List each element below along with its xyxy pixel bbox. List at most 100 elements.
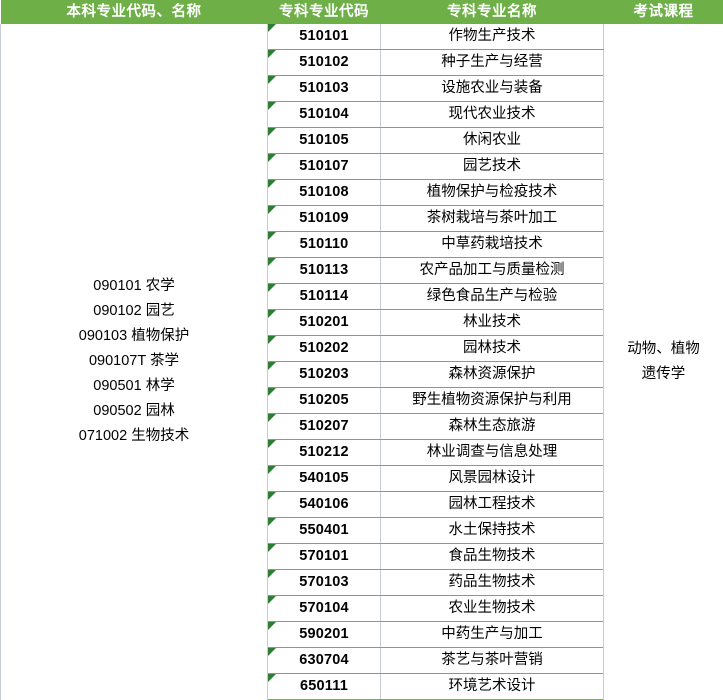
vocational-code-text: 510114 bbox=[300, 288, 349, 304]
vocational-name-cell: 休闲农业 bbox=[381, 128, 604, 154]
vocational-code-text: 510113 bbox=[300, 262, 349, 278]
vocational-name-cell: 茶树栽培与茶叶加工 bbox=[381, 206, 604, 232]
table-header-row: 本科专业代码、名称 专科专业代码 专科专业名称 考试课程 bbox=[1, 0, 723, 24]
vocational-name-cell: 风景园林设计 bbox=[381, 466, 604, 492]
undergraduate-major-item: 090103 植物保护 bbox=[79, 324, 189, 349]
vocational-code-text: 510212 bbox=[299, 444, 349, 460]
cell-comment-marker-icon bbox=[268, 102, 276, 110]
cell-comment-marker-icon bbox=[268, 232, 276, 240]
vocational-name-cell: 园林工程技术 bbox=[381, 492, 604, 518]
undergraduate-major-item: 090101 农学 bbox=[93, 274, 174, 299]
vocational-code-text: 510202 bbox=[299, 340, 349, 356]
vocational-code-cell: 570101 bbox=[268, 544, 381, 570]
vocational-name-cell: 林业调查与信息处理 bbox=[381, 440, 604, 466]
vocational-code-cell: 590201 bbox=[268, 622, 381, 648]
vocational-code-text: 510109 bbox=[299, 210, 349, 226]
vocational-code-text: 510110 bbox=[300, 236, 349, 252]
vocational-code-text: 550401 bbox=[299, 522, 349, 538]
cell-comment-marker-icon bbox=[268, 648, 276, 656]
cell-comment-marker-icon bbox=[268, 570, 276, 578]
undergraduate-major-item: 071002 生物技术 bbox=[79, 424, 189, 449]
undergraduate-major-item: 090107T 茶学 bbox=[89, 349, 179, 374]
vocational-name-cell: 农业生物技术 bbox=[381, 596, 604, 622]
vocational-name-cell: 绿色食品生产与检验 bbox=[381, 284, 604, 310]
cell-comment-marker-icon bbox=[268, 180, 276, 188]
vocational-name-cell: 现代农业技术 bbox=[381, 102, 604, 128]
vocational-name-cell: 林业技术 bbox=[381, 310, 604, 336]
vocational-name-cell: 水土保持技术 bbox=[381, 518, 604, 544]
cell-comment-marker-icon bbox=[268, 674, 276, 682]
vocational-code-text: 510107 bbox=[299, 158, 349, 174]
vocational-code-cell: 570104 bbox=[268, 596, 381, 622]
column-header-undergraduate-major: 本科专业代码、名称 bbox=[1, 0, 268, 24]
vocational-code-text: 570104 bbox=[299, 600, 349, 616]
vocational-code-cell: 510101 bbox=[268, 24, 381, 50]
cell-comment-marker-icon bbox=[268, 440, 276, 448]
cell-comment-marker-icon bbox=[268, 76, 276, 84]
cell-comment-marker-icon bbox=[268, 206, 276, 214]
cell-comment-marker-icon bbox=[268, 154, 276, 162]
vocational-code-cell: 510205 bbox=[268, 388, 381, 414]
cell-comment-marker-icon bbox=[268, 284, 276, 292]
vocational-code-text: 510101 bbox=[299, 28, 349, 44]
vocational-code-cell: 510212 bbox=[268, 440, 381, 466]
vocational-code-text: 650111 bbox=[300, 678, 348, 694]
vocational-name-cell: 园艺技术 bbox=[381, 154, 604, 180]
column-header-vocational-code: 专科专业代码 bbox=[268, 0, 381, 24]
vocational-code-cell: 540106 bbox=[268, 492, 381, 518]
vocational-code-cell: 510104 bbox=[268, 102, 381, 128]
vocational-name-cell: 食品生物技术 bbox=[381, 544, 604, 570]
vocational-name-cell: 园林技术 bbox=[381, 336, 604, 362]
vocational-code-cell: 510203 bbox=[268, 362, 381, 388]
vocational-code-cell: 630704 bbox=[268, 648, 381, 674]
vocational-code-text: 510102 bbox=[299, 54, 349, 70]
cell-comment-marker-icon bbox=[268, 544, 276, 552]
vocational-code-text: 510201 bbox=[299, 314, 349, 330]
vocational-code-cell: 510108 bbox=[268, 180, 381, 206]
undergraduate-major-item: 090102 园艺 bbox=[93, 299, 174, 324]
table-header: 本科专业代码、名称 专科专业代码 专科专业名称 考试课程 bbox=[1, 0, 723, 24]
vocational-code-cell: 650111 bbox=[268, 674, 381, 700]
vocational-code-text: 510205 bbox=[299, 392, 349, 408]
vocational-name-cell: 作物生产技术 bbox=[381, 24, 604, 50]
vocational-code-cell: 510102 bbox=[268, 50, 381, 76]
vocational-code-cell: 510109 bbox=[268, 206, 381, 232]
column-header-exam-course: 考试课程 bbox=[604, 0, 723, 24]
exam-course-line: 遗传学 bbox=[642, 362, 686, 387]
vocational-code-cell: 510202 bbox=[268, 336, 381, 362]
exam-course-lines: 动物、植物遗传学 bbox=[604, 337, 723, 387]
vocational-name-cell: 森林资源保护 bbox=[381, 362, 604, 388]
vocational-code-text: 540106 bbox=[299, 496, 349, 512]
vocational-name-cell: 野生植物资源保护与利用 bbox=[381, 388, 604, 414]
cell-comment-marker-icon bbox=[268, 466, 276, 474]
vocational-code-text: 590201 bbox=[299, 626, 349, 642]
vocational-code-text: 510103 bbox=[299, 80, 349, 96]
cell-comment-marker-icon bbox=[268, 24, 276, 32]
column-header-vocational-name: 专科专业名称 bbox=[381, 0, 604, 24]
cell-comment-marker-icon bbox=[268, 128, 276, 136]
vocational-code-cell: 510113 bbox=[268, 258, 381, 284]
vocational-code-text: 510108 bbox=[299, 184, 349, 200]
cell-comment-marker-icon bbox=[268, 258, 276, 266]
vocational-code-text: 570103 bbox=[299, 574, 349, 590]
cell-comment-marker-icon bbox=[268, 622, 276, 630]
vocational-name-cell: 中草药栽培技术 bbox=[381, 232, 604, 258]
exam-course-line: 动物、植物 bbox=[627, 337, 700, 362]
vocational-name-cell: 环境艺术设计 bbox=[381, 674, 604, 700]
vocational-code-cell: 510207 bbox=[268, 414, 381, 440]
vocational-code-cell: 510105 bbox=[268, 128, 381, 154]
vocational-name-cell: 中药生产与加工 bbox=[381, 622, 604, 648]
vocational-name-cell: 森林生态旅游 bbox=[381, 414, 604, 440]
vocational-code-text: 510105 bbox=[299, 132, 349, 148]
vocational-name-cell: 茶艺与茶叶营销 bbox=[381, 648, 604, 674]
cell-comment-marker-icon bbox=[268, 414, 276, 422]
vocational-code-text: 540105 bbox=[299, 470, 349, 486]
vocational-code-cell: 510201 bbox=[268, 310, 381, 336]
cell-comment-marker-icon bbox=[268, 518, 276, 526]
cell-comment-marker-icon bbox=[268, 310, 276, 318]
